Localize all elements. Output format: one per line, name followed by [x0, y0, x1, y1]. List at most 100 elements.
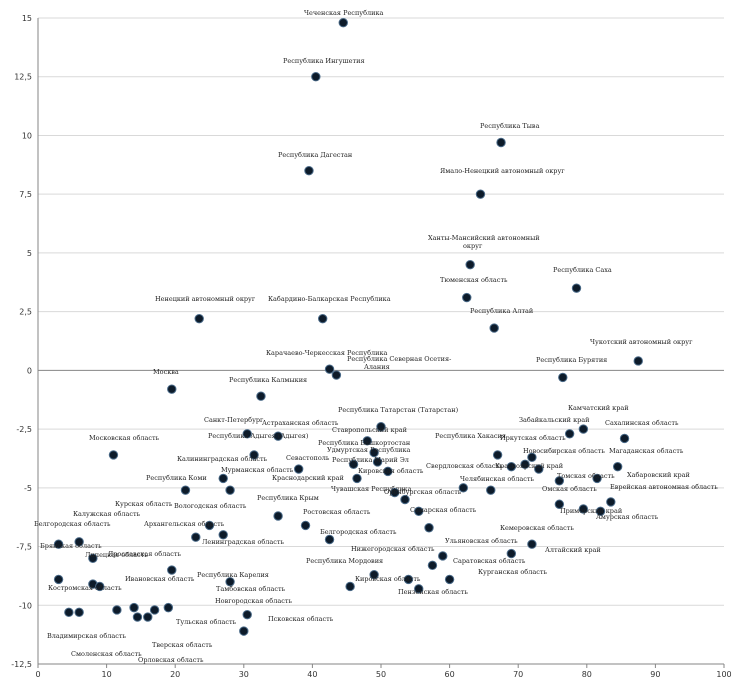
data-point [311, 72, 321, 82]
point-label: Ханты-Мансийский автономный [428, 234, 540, 242]
y-tick-label: 10 [22, 131, 32, 140]
data-point [273, 511, 283, 521]
point-label: Костромская область [48, 584, 122, 592]
data-point [324, 534, 335, 545]
point-label: Ненецкий автономный округ [155, 295, 256, 303]
point-label: Москва [153, 368, 179, 376]
point-label: Амурская область [596, 513, 659, 521]
point-label: Камчатский край [568, 404, 629, 412]
x-tick-label: 40 [307, 670, 317, 679]
point-label: Санкт-Петербург [204, 416, 264, 424]
point-label: Ставропольский край [332, 426, 407, 434]
point-label: Республика Алтай [470, 307, 533, 315]
y-tick-label: 5 [27, 249, 32, 258]
point-label: Краснодарский край [272, 474, 344, 482]
point-label: Мурманская область [221, 466, 294, 474]
point-label: Белгородская область [320, 528, 397, 536]
data-point [619, 433, 630, 444]
data-point [390, 487, 400, 498]
data-point [74, 607, 84, 618]
y-tick-label: -2,5 [16, 425, 32, 434]
data-point [293, 464, 304, 474]
data-point [242, 609, 252, 620]
point-label: Ярославская область [108, 550, 181, 558]
point-label: Удмуртская Республика [327, 446, 411, 454]
point-label: Республика Татарстан (Татарстан) [338, 406, 459, 414]
y-tick-labels: -12,5 -10 -7,5 -5 -2,5 0 2,5 5 7,5 10 12,5 15 [11, 14, 32, 669]
point-label: Республика Мордовия [306, 557, 383, 565]
point-label: Смоленская область [71, 650, 142, 658]
point-label: Ивановская область [125, 575, 195, 583]
point-label: Владимирская область [47, 632, 126, 640]
point-label: Кировская область [358, 467, 424, 475]
x-tick-label: 90 [650, 670, 660, 679]
point-label: Республика Крым [257, 494, 319, 502]
data-point [149, 605, 160, 615]
data-point [143, 612, 153, 622]
point-label: Магаданская область [609, 447, 684, 455]
data-point [256, 391, 266, 401]
data-point [300, 520, 311, 531]
point-label: Кемеровская область [500, 524, 574, 532]
point-label: Томская область [557, 472, 615, 480]
data-point [475, 189, 486, 199]
point-label: Хабаровский край [627, 471, 690, 479]
data-point [218, 473, 228, 484]
y-tick-label: -10 [19, 601, 32, 610]
point-label: Ленинградская область [202, 538, 285, 546]
data-point [218, 530, 228, 540]
data-point [506, 548, 517, 559]
point-label: округ [463, 242, 483, 250]
point-label: Севастополь [286, 454, 330, 462]
point-label: Орловская область [138, 656, 204, 664]
point-label: Республика Саха [553, 266, 612, 274]
x-tick-label: 0 [35, 670, 40, 679]
data-point [527, 539, 537, 549]
x-tick-label: 30 [239, 670, 249, 679]
data-point [352, 473, 362, 484]
data-point [167, 384, 177, 394]
point-label: Республика Ингушетия [283, 57, 365, 65]
x-tick-labels: 0 10 20 30 40 50 60 70 80 90 100 [35, 670, 731, 679]
point-label: Тюменская область [440, 276, 508, 284]
point-label: Нижегородская область [351, 545, 435, 553]
data-point [372, 457, 383, 467]
point-label: Вологодская область [174, 502, 247, 510]
data-point [225, 485, 235, 495]
data-point [558, 372, 568, 383]
data-point [194, 313, 204, 324]
data-point [496, 137, 506, 148]
point-label: Калининградская область [177, 455, 268, 463]
point-label: Самарская область [410, 506, 477, 514]
point-label: Новосибирская область [523, 447, 605, 455]
data-point [74, 537, 84, 547]
x-tick-label: 80 [582, 670, 592, 679]
point-label: Забайкальский край [519, 416, 590, 424]
point-label: Алания [364, 363, 390, 371]
data-point [578, 424, 589, 434]
point-label: Свердловская область [426, 462, 503, 470]
data-point [427, 560, 438, 571]
y-tick-label: -7,5 [16, 543, 32, 552]
data-point [338, 17, 348, 28]
point-label: Калужская область [73, 510, 141, 518]
point-label: Курганская область [478, 568, 547, 576]
data-point [163, 602, 174, 613]
data-point [369, 447, 379, 458]
data-point [424, 523, 434, 533]
data-point [132, 612, 143, 622]
data-point [345, 581, 355, 592]
data-point [564, 429, 575, 439]
point-label: Карачаево-Черкесская Республика [266, 349, 388, 357]
data-point [191, 532, 201, 542]
data-point [108, 450, 119, 460]
point-label: Республика Марий Эл [332, 456, 409, 464]
data-point [612, 461, 623, 472]
data-point [458, 483, 469, 493]
data-point [414, 584, 424, 594]
point-label: Чукотский автономный округ [590, 338, 693, 346]
point-label: Тверская область [152, 641, 213, 649]
data-point [506, 461, 517, 472]
data-point [225, 577, 235, 587]
data-point [592, 473, 602, 484]
